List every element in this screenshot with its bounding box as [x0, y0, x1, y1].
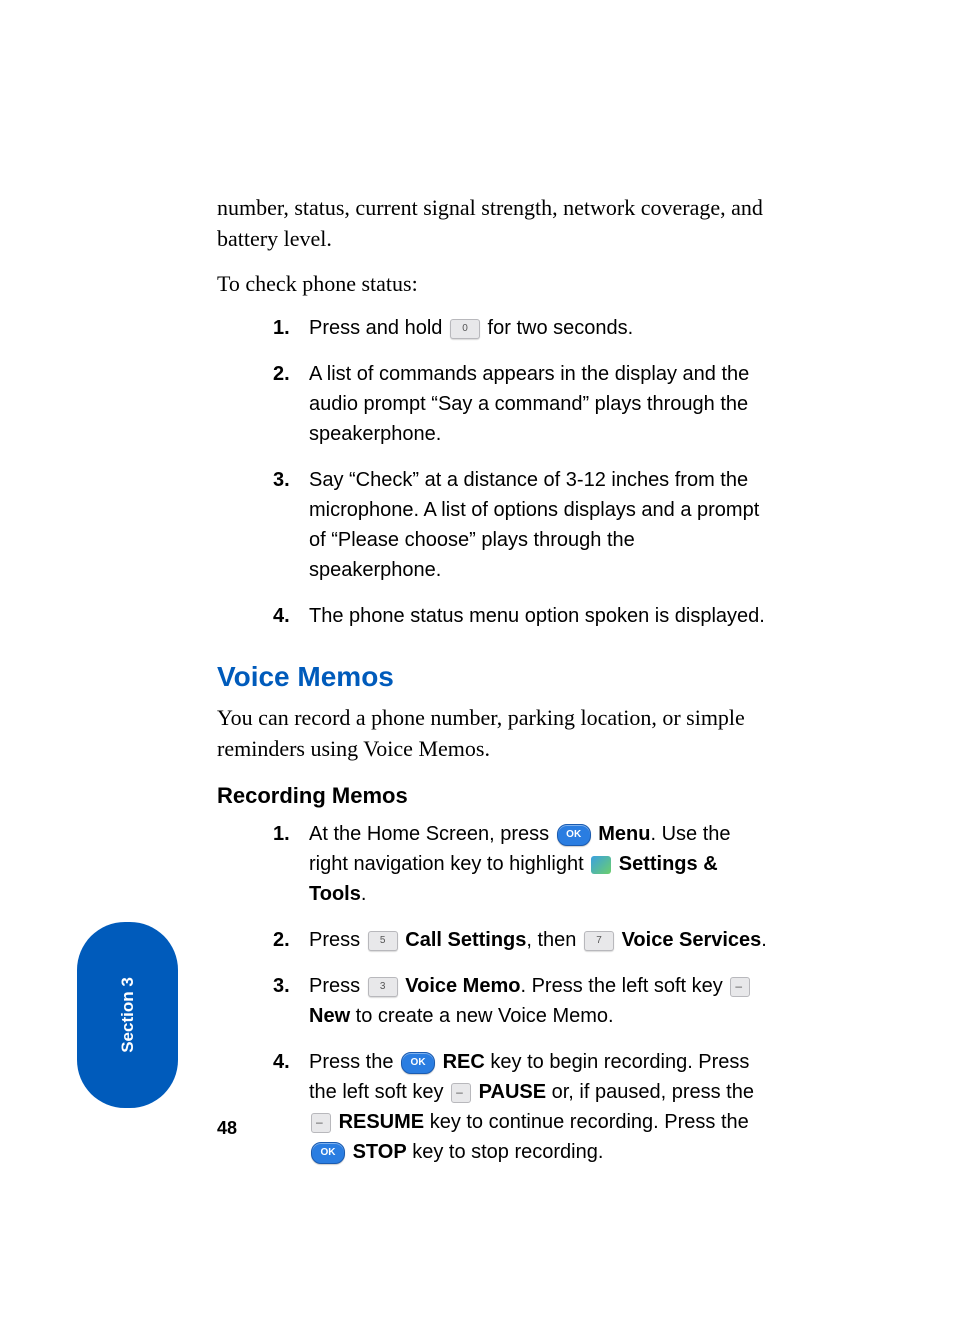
- step-item: 2. A list of commands appears in the dis…: [217, 359, 772, 449]
- step-text: . Press the left soft key: [520, 975, 728, 997]
- step-item: 3. Press 3 Voice Memo. Press the left so…: [217, 971, 772, 1031]
- key-7-icon: 7: [584, 931, 614, 951]
- section-tab-label: Section 3: [118, 977, 138, 1053]
- key-0-icon: 0: [450, 319, 480, 339]
- step-text: or, if paused, press the: [546, 1081, 754, 1103]
- call-settings-label: Call Settings: [405, 929, 526, 951]
- recording-steps: 1. At the Home Screen, press OK Menu. Us…: [217, 819, 772, 1167]
- ok-button-icon: OK: [311, 1142, 345, 1164]
- step-text: Press: [309, 929, 366, 951]
- step-item: 4. The phone status menu option spoken i…: [217, 601, 772, 631]
- step-item: 4. Press the OK REC key to begin recordi…: [217, 1047, 772, 1167]
- step-number: 3.: [273, 971, 290, 1001]
- recording-memos-heading: Recording Memos: [217, 783, 772, 809]
- left-softkey-icon: [451, 1083, 471, 1103]
- key-5-icon: 5: [368, 931, 398, 951]
- step-number: 1.: [273, 819, 290, 849]
- step-text: A list of commands appears in the displa…: [309, 363, 749, 445]
- step-text: .: [361, 883, 367, 905]
- key-3-icon: 3: [368, 977, 398, 997]
- step-item: 2. Press 5 Call Settings, then 7 Voice S…: [217, 925, 772, 955]
- step-text: , then: [526, 929, 582, 951]
- step-item: 3. Say “Check” at a distance of 3-12 inc…: [217, 465, 772, 585]
- section-tab: Section 3: [77, 922, 178, 1108]
- step-text: Say “Check” at a distance of 3-12 inches…: [309, 469, 759, 581]
- stop-label: STOP: [353, 1141, 407, 1163]
- manual-page: number, status, current signal strength,…: [0, 0, 954, 1319]
- resume-label: RESUME: [339, 1111, 425, 1133]
- step-item: 1. At the Home Screen, press OK Menu. Us…: [217, 819, 772, 909]
- check-status-steps: 1. Press and hold 0 for two seconds. 2. …: [217, 313, 772, 631]
- voice-memos-intro: You can record a phone number, parking l…: [217, 703, 772, 765]
- new-label: New: [309, 1005, 350, 1027]
- step-text: Press the: [309, 1051, 399, 1073]
- page-number: 48: [217, 1118, 237, 1139]
- step-text: The phone status menu option spoken is d…: [309, 605, 765, 627]
- ok-button-icon: OK: [557, 824, 591, 846]
- step-number: 1.: [273, 313, 290, 343]
- step-number: 4.: [273, 1047, 290, 1077]
- menu-label: Menu: [598, 823, 650, 845]
- step-text: .: [761, 929, 767, 951]
- voice-memos-heading: Voice Memos: [217, 661, 772, 693]
- step-text: Press: [309, 975, 366, 997]
- step-number: 2.: [273, 359, 290, 389]
- intro-lead-in: To check phone status:: [217, 269, 772, 300]
- step-text: for two seconds.: [482, 317, 633, 339]
- voice-memo-label: Voice Memo: [405, 975, 520, 997]
- left-softkey-icon: [730, 977, 750, 997]
- ok-button-icon: OK: [401, 1052, 435, 1074]
- intro-continuation: number, status, current signal strength,…: [217, 193, 772, 255]
- step-number: 2.: [273, 925, 290, 955]
- step-text: key to stop recording.: [407, 1141, 604, 1163]
- step-text: At the Home Screen, press: [309, 823, 555, 845]
- step-text: key to continue recording. Press the: [424, 1111, 749, 1133]
- page-content: number, status, current signal strength,…: [217, 193, 772, 1183]
- left-softkey-icon: [311, 1113, 331, 1133]
- settings-tools-icon: [591, 856, 611, 874]
- rec-label: REC: [443, 1051, 485, 1073]
- step-text: to create a new Voice Memo.: [350, 1005, 613, 1027]
- pause-label: PAUSE: [479, 1081, 546, 1103]
- step-text: Press and hold: [309, 317, 448, 339]
- step-item: 1. Press and hold 0 for two seconds.: [217, 313, 772, 343]
- step-number: 3.: [273, 465, 290, 495]
- voice-services-label: Voice Services: [622, 929, 762, 951]
- step-number: 4.: [273, 601, 290, 631]
